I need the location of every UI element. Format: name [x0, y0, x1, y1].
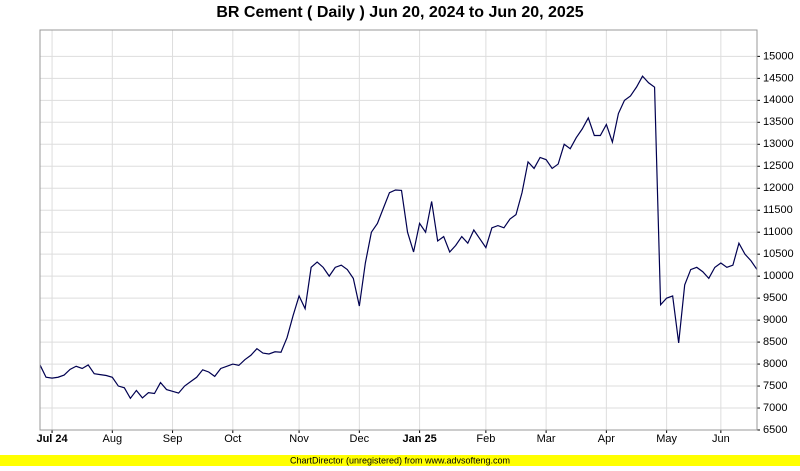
y-tick-label: 10500 — [763, 248, 794, 260]
x-tick-label: Mar — [537, 433, 556, 445]
x-tick-label: Apr — [598, 433, 615, 445]
footer-bar — [0, 455, 800, 466]
y-tick-label: 14500 — [763, 72, 794, 84]
price-line — [39, 75, 758, 400]
y-tick-label: 9500 — [763, 292, 787, 304]
x-tick-label: Jun — [712, 433, 730, 445]
y-tick-label: 6500 — [763, 424, 787, 436]
plot-area — [39, 29, 758, 431]
x-tick-label: Jul 24 — [36, 433, 68, 445]
y-tick-label: 7500 — [763, 380, 787, 392]
y-tick-label: 10000 — [763, 270, 794, 282]
x-tick-label: Dec — [350, 433, 370, 445]
y-tick-label: 11500 — [763, 204, 793, 216]
x-tick-label: Jan 25 — [402, 433, 436, 445]
x-tick-label: Oct — [224, 433, 241, 445]
x-tick-label: Sep — [163, 433, 183, 445]
x-tick-label: Nov — [289, 433, 309, 445]
y-tick-label: 11000 — [763, 226, 793, 238]
y-tick-label: 13500 — [763, 116, 794, 128]
y-tick-label: 7000 — [763, 402, 787, 414]
footer: ChartDirector (unregistered) from www.ad… — [290, 455, 510, 465]
y-tick-label: 9000 — [763, 314, 787, 326]
y-tick-label: 15000 — [763, 50, 794, 62]
y-tick-label: 8000 — [763, 358, 787, 370]
y-tick-label: 12500 — [763, 160, 794, 172]
x-tick-label: Aug — [103, 433, 123, 445]
x-tick-label: May — [656, 433, 677, 445]
y-tick-label: 8500 — [763, 336, 787, 348]
chart-title: BR Cement ( Daily ) Jun 20, 2024 to Jun … — [216, 4, 583, 21]
y-tick-label: 14000 — [763, 94, 794, 106]
x-tick-label: Feb — [476, 433, 495, 445]
y-tick-label: 12000 — [763, 182, 794, 194]
y-tick-label: 13000 — [763, 138, 794, 150]
